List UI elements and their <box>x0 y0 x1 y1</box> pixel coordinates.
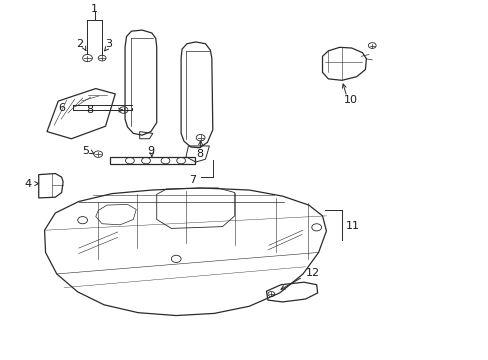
Text: 7: 7 <box>189 175 196 185</box>
Text: 8: 8 <box>196 149 203 159</box>
Text: 2: 2 <box>76 40 83 49</box>
Text: 8: 8 <box>86 105 93 115</box>
Text: 12: 12 <box>305 268 319 278</box>
Text: 6: 6 <box>58 103 65 113</box>
Text: 5: 5 <box>82 145 89 156</box>
Text: 4: 4 <box>24 179 31 189</box>
Text: 3: 3 <box>105 40 112 49</box>
Text: 10: 10 <box>343 95 357 105</box>
Text: 1: 1 <box>91 4 98 14</box>
Text: 11: 11 <box>345 221 359 231</box>
Text: 9: 9 <box>147 146 154 156</box>
